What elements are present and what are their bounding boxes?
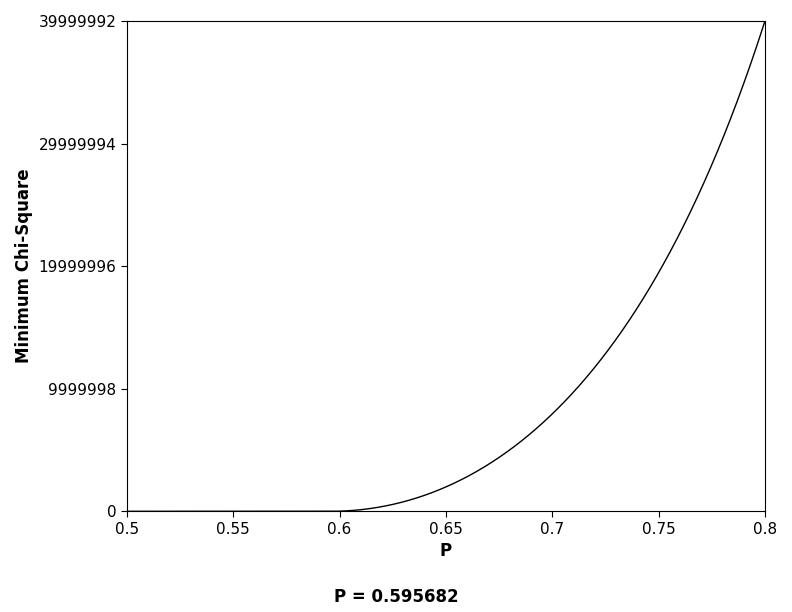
Y-axis label: Minimum Chi-Square: Minimum Chi-Square (15, 169, 33, 364)
Text: P = 0.595682: P = 0.595682 (333, 588, 459, 606)
X-axis label: P: P (440, 542, 452, 560)
